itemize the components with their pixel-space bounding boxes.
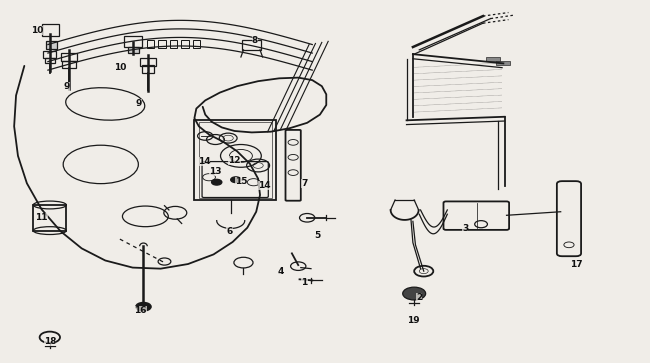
Text: 2: 2 xyxy=(416,293,422,302)
Bar xyxy=(60,53,77,61)
Bar xyxy=(496,61,510,65)
Bar xyxy=(170,40,177,48)
Circle shape xyxy=(212,179,222,185)
Bar xyxy=(140,58,155,66)
Bar xyxy=(62,61,76,68)
Text: 11: 11 xyxy=(35,213,48,222)
Bar xyxy=(124,36,142,47)
Text: 8: 8 xyxy=(252,37,258,45)
Text: 18: 18 xyxy=(44,337,56,346)
Circle shape xyxy=(136,302,151,311)
Bar xyxy=(194,120,276,200)
Bar xyxy=(142,65,154,73)
Bar xyxy=(127,47,139,53)
Bar xyxy=(33,205,66,231)
Text: 13: 13 xyxy=(209,167,222,176)
Text: 1: 1 xyxy=(302,278,307,287)
Text: 19: 19 xyxy=(407,317,419,326)
Circle shape xyxy=(231,177,241,183)
Text: 7: 7 xyxy=(302,179,308,188)
Text: 10: 10 xyxy=(114,63,126,72)
Bar xyxy=(199,122,272,197)
Bar xyxy=(242,40,261,50)
Text: 15: 15 xyxy=(235,177,247,186)
Bar xyxy=(192,40,200,48)
Bar xyxy=(45,58,55,64)
Bar xyxy=(44,51,56,58)
Text: 6: 6 xyxy=(226,227,233,236)
Bar xyxy=(158,40,166,48)
Text: 14: 14 xyxy=(258,181,271,190)
Text: 9: 9 xyxy=(64,82,70,91)
Text: 10: 10 xyxy=(31,26,44,35)
Text: 14: 14 xyxy=(198,158,211,166)
Text: 4: 4 xyxy=(277,267,283,276)
Text: 9: 9 xyxy=(136,99,142,109)
Circle shape xyxy=(403,287,426,300)
Bar xyxy=(46,41,57,49)
Text: 5: 5 xyxy=(314,231,320,240)
Text: 3: 3 xyxy=(462,224,468,233)
Bar xyxy=(181,40,188,48)
Bar xyxy=(486,57,500,61)
Text: 16: 16 xyxy=(134,306,146,315)
Bar xyxy=(42,24,59,36)
Text: 12: 12 xyxy=(228,156,240,166)
Bar xyxy=(147,40,154,48)
Text: 17: 17 xyxy=(570,260,583,269)
